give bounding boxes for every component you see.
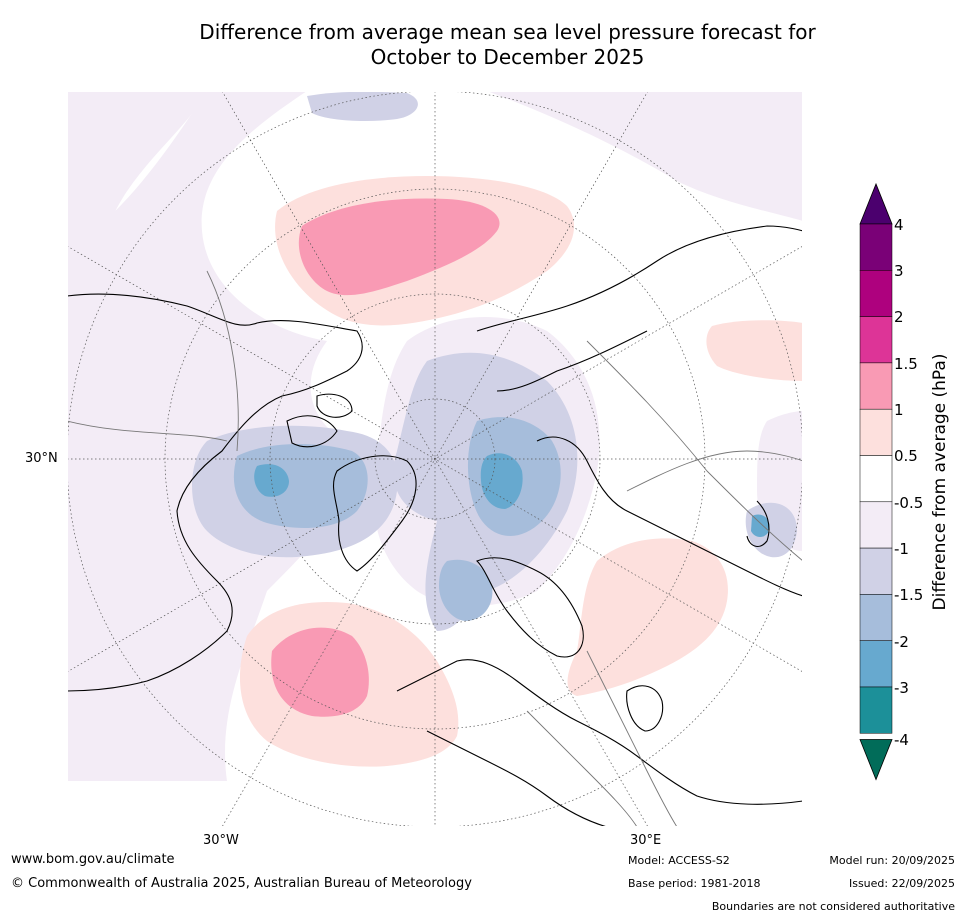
political-boundaries [67, 270, 803, 827]
graticule [67, 91, 803, 827]
coastline-arctic-islands [286, 393, 353, 448]
colorbar-band-neg1-neg1.5 [859, 547, 893, 595]
colorbar-tick-neg1: -1 [894, 540, 909, 558]
anomaly-region-bluegrey-canada [233, 444, 368, 528]
chart-title: Difference from average mean sea level p… [110, 20, 905, 70]
coastline-caspian [626, 685, 664, 732]
colorbar-band-1-1.5 [859, 362, 893, 410]
colorbar-arrow-bottom [859, 739, 893, 781]
anomaly-region-blue-pacific [307, 91, 418, 121]
anomaly-region-bluegrey-europe [439, 559, 493, 621]
footer-disclaimer: Boundaries are not considered authoritat… [711, 900, 955, 913]
footer-model-run: Model run: 20/09/2025 [829, 854, 955, 867]
coastline-scandinavia [476, 557, 584, 658]
coastline-north-america [67, 293, 363, 692]
colorbar-tick-1: 1 [894, 401, 904, 419]
colorbar-tick-4: 4 [894, 216, 904, 234]
title-line-2: October to December 2025 [370, 45, 645, 69]
colorbar-tick-neg2: -2 [894, 633, 909, 651]
anomaly-region-lavender-north [487, 91, 803, 221]
anomaly-region-pink-light-asia [567, 538, 728, 696]
colorbar-title: Difference from average (hPa) [930, 353, 950, 611]
footer-base-period: Base period: 1981-2018 [628, 877, 761, 890]
colorbar-tick-neg3: -3 [894, 679, 909, 697]
footer-url[interactable]: www.bom.gov.au/climate [11, 852, 175, 867]
anomaly-region-pink-light-east [706, 320, 803, 381]
coastline-greenland [333, 455, 417, 572]
colorbar-band-3-4 [859, 223, 893, 271]
colorbar-tick-0.5: 0.5 [894, 447, 918, 465]
coastlines [67, 225, 803, 827]
polar-map [67, 91, 803, 827]
anomaly-region-pink-atlantic [271, 627, 369, 717]
colorbar-band-1.5-2 [859, 316, 893, 364]
colorbar-tick-neg4: -4 [894, 731, 909, 749]
footer-copyright: © Commonwealth of Australia 2025, Austra… [11, 876, 472, 891]
lat-label-30n: 30°N [25, 451, 58, 466]
title-line-1: Difference from average mean sea level p… [199, 20, 816, 44]
colorbar-band-neg3-neg4 [859, 686, 893, 734]
footer-model: Model: ACCESS-S2 [628, 854, 730, 867]
colorbar-band-neg0.5-neg1 [859, 501, 893, 549]
colorbar-band-2-3 [859, 270, 893, 317]
colorbar-band-0.5-1 [859, 408, 893, 456]
lon-label-30w: 30°W [203, 833, 239, 848]
coastline-europe [396, 659, 803, 827]
colorbar-band-neg2-neg3 [859, 640, 893, 688]
coastline-japan [746, 500, 770, 547]
coastline-eurasia [476, 225, 803, 597]
colorbar-tick-2: 2 [894, 308, 904, 326]
colorbar-tick-1.5: 1.5 [894, 355, 918, 373]
footer-issued: Issued: 22/09/2025 [848, 877, 955, 890]
colorbar-tick-neg1.5: -1.5 [894, 586, 923, 604]
colorbar-band-neutral [859, 455, 893, 503]
anomaly-region-blue-strong-2 [480, 453, 523, 509]
anomaly-region-blue-strong-3 [751, 514, 770, 537]
lon-label-30e: 30°E [630, 833, 662, 848]
colorbar: 4 3 2 1.5 1 0.5 -0.5 -1 -1.5 -2 -3 -4 [859, 182, 923, 781]
anomaly-region-lavender-west2 [67, 91, 367, 781]
colorbar-tick-neg0.5: -0.5 [894, 494, 923, 512]
colorbar-arrow-top [859, 182, 893, 225]
colorbar-band-neg1.5-neg2 [859, 594, 893, 641]
colorbar-tick-3: 3 [894, 262, 904, 280]
anomaly-region-pink-pacific [298, 198, 500, 296]
